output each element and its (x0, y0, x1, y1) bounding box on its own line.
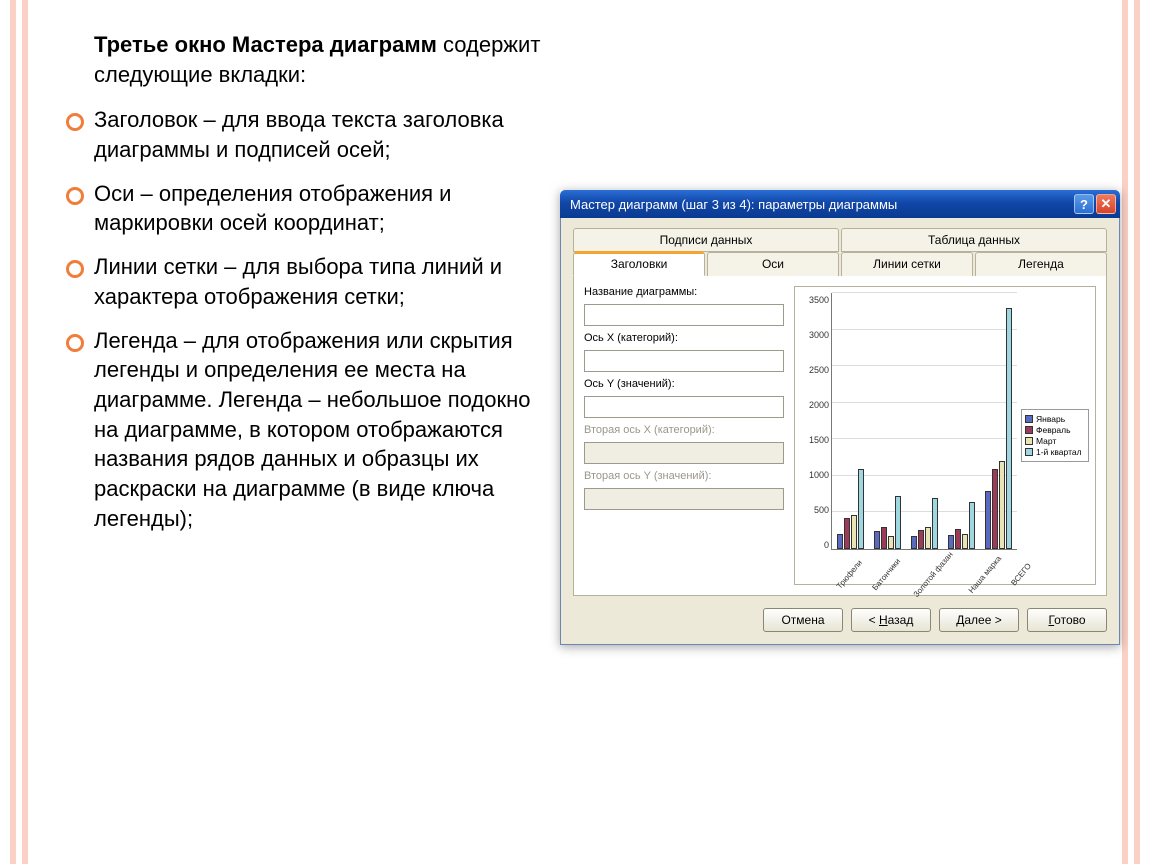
bar (881, 527, 887, 549)
bar (985, 491, 991, 550)
help-button[interactable]: ? (1074, 194, 1094, 214)
chart-legend: ЯнварьФевральМарт1-й квартал (1021, 409, 1089, 462)
bar-group (906, 293, 943, 549)
tab-подписи-данных[interactable]: Подписи данных (573, 228, 839, 252)
x-axis-input[interactable] (584, 350, 784, 372)
bar (851, 515, 857, 549)
bar (874, 531, 880, 549)
tab-линии-сетки[interactable]: Линии сетки (841, 252, 973, 276)
y-tick: 3500 (809, 295, 829, 305)
bullet-item: Легенда – для отображения или скрытия ле… (60, 326, 550, 534)
chart-plot: ТрюфелиБатончикиЗолотой фазанНаша маркаВ… (831, 293, 1017, 550)
intro-paragraph: Третье окно Мастера диаграмм содержит сл… (94, 30, 550, 89)
y-axis-ticks: 3500 3000 2500 2000 1500 1000 500 0 (801, 293, 831, 578)
bullet-list: Заголовок – для ввода текста заголовка д… (60, 105, 550, 533)
x-axis-label: Ось X (категорий): (584, 332, 784, 344)
bar (911, 536, 917, 549)
bar (999, 461, 1005, 549)
chart-wizard-dialog: Мастер диаграмм (шаг 3 из 4): параметры … (560, 190, 1120, 645)
legend-item: Февраль (1025, 425, 1085, 435)
y-axis-label: Ось Y (значений): (584, 378, 784, 390)
bar-group (832, 293, 869, 549)
legend-item: Январь (1025, 414, 1085, 424)
chart-preview: 3500 3000 2500 2000 1500 1000 500 0 ТрюфелиБато… (794, 286, 1096, 585)
bar (1006, 308, 1012, 549)
y2-axis-label: Вторая ось Y (значений): (584, 470, 784, 482)
dialog-title: Мастер диаграмм (шаг 3 из 4): параметры … (570, 197, 1074, 212)
intro-bold: Третье окно Мастера диаграмм (94, 32, 437, 57)
y2-axis-input (584, 488, 784, 510)
legend-swatch (1025, 437, 1033, 445)
bullet-item: Линии сетки – для выбора типа линий и ха… (60, 252, 550, 311)
x-label: Золотой фазан (912, 550, 955, 599)
finish-button[interactable]: Готово (1027, 608, 1107, 632)
bar (925, 527, 931, 549)
close-button[interactable]: ✕ (1096, 194, 1116, 214)
y-tick: 2500 (809, 365, 829, 375)
bar (932, 498, 938, 549)
bar (888, 536, 894, 549)
legend-label: 1-й квартал (1036, 447, 1082, 457)
x-label: Наша марка (966, 554, 1002, 595)
bar (918, 530, 924, 549)
chart-title-input[interactable] (584, 304, 784, 326)
bar-group (943, 293, 980, 549)
back-button[interactable]: < Назад (851, 608, 931, 632)
bar (992, 469, 998, 549)
y-tick: 500 (814, 505, 829, 515)
tab-panel-headings: Название диаграммы: Ось X (категорий): О… (573, 276, 1107, 596)
x-axis-labels: ТрюфелиБатончикиЗолотой фазанНаша маркаВ… (832, 570, 1017, 579)
bar (858, 469, 864, 549)
y-axis-input[interactable] (584, 396, 784, 418)
legend-label: Март (1036, 436, 1056, 446)
bar (844, 518, 850, 549)
bar (837, 534, 843, 549)
chart-preview-column: 3500 3000 2500 2000 1500 1000 500 0 ТрюфелиБато… (794, 286, 1096, 585)
tab-легенда[interactable]: Легенда (975, 252, 1107, 276)
bar (895, 496, 901, 549)
y-tick: 1000 (809, 470, 829, 480)
dialog-buttons: Отмена < Назад Далее > Готово (573, 608, 1107, 632)
legend-item: Март (1025, 436, 1085, 446)
bar-group (869, 293, 906, 549)
bar (962, 534, 968, 549)
y-tick: 1500 (809, 435, 829, 445)
form-column: Название диаграммы: Ось X (категорий): О… (584, 286, 784, 585)
y-tick: 3000 (809, 330, 829, 340)
y-tick: 2000 (809, 400, 829, 410)
bar (969, 502, 975, 549)
next-button[interactable]: Далее > (939, 608, 1019, 632)
legend-swatch (1025, 448, 1033, 456)
bullet-item: Заголовок – для ввода текста заголовка д… (60, 105, 550, 164)
bar (955, 529, 961, 549)
tab-таблица-данных[interactable]: Таблица данных (841, 228, 1107, 252)
x2-axis-label: Вторая ось X (категорий): (584, 424, 784, 436)
legend-label: Февраль (1036, 425, 1071, 435)
x-label: ВСЕГО (1009, 562, 1033, 588)
tab-оси[interactable]: Оси (707, 252, 839, 276)
legend-label: Январь (1036, 414, 1065, 424)
cancel-button[interactable]: Отмена (763, 608, 843, 632)
x2-axis-input (584, 442, 784, 464)
tabstrip: Подписи данныхТаблица данных ЗаголовкиОс… (573, 228, 1107, 276)
legend-item: 1-й квартал (1025, 447, 1085, 457)
dialog-body: Подписи данныхТаблица данных ЗаголовкиОс… (560, 218, 1120, 645)
legend-swatch (1025, 415, 1033, 423)
tab-заголовки[interactable]: Заголовки (573, 252, 705, 276)
bar (948, 535, 954, 549)
chart-title-label: Название диаграммы: (584, 286, 784, 298)
y-tick: 0 (824, 540, 829, 550)
x-label: Батончики (870, 557, 902, 592)
titlebar[interactable]: Мастер диаграмм (шаг 3 из 4): параметры … (560, 190, 1120, 218)
bar-group (980, 293, 1017, 549)
x-label: Трюфели (835, 558, 864, 590)
bullet-item: Оси – определения отображения и маркиров… (60, 179, 550, 238)
legend-swatch (1025, 426, 1033, 434)
slide-text: Третье окно Мастера диаграмм содержит сл… (60, 30, 550, 547)
